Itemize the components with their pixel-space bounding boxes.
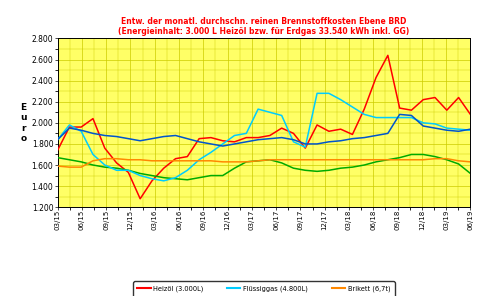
- Legend: Heizöl (3.000L), A1-Holzpellets (8,8t), Flüssiggas (4.800L), Erdgas (33.540kWh+G: Heizöl (3.000L), A1-Holzpellets (8,8t), …: [133, 281, 395, 296]
- Y-axis label: E
u
r
o: E u r o: [20, 103, 26, 143]
- Title: Entw. der monatl. durchschn. reinen Brennstoffkosten Ebene BRD
(Energieinhalt: 3: Entw. der monatl. durchschn. reinen Bren…: [119, 17, 409, 36]
